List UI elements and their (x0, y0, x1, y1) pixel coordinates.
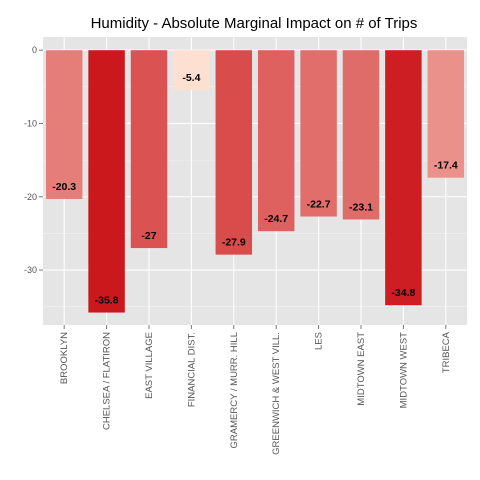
bar-value-label: -27.9 (222, 237, 246, 249)
bar (385, 50, 422, 306)
bar-value-label: -27 (141, 230, 156, 242)
x-tick-label: EAST VILLAGE (144, 332, 155, 399)
y-tick-label: -20 (24, 192, 37, 202)
y-tick-label: -30 (24, 265, 37, 275)
bar-value-label: -5.4 (182, 72, 200, 84)
bar (257, 50, 295, 232)
y-tick-label: -10 (24, 118, 37, 128)
x-tick-label: MIDTOWN WEST (398, 332, 409, 409)
bar (130, 50, 168, 249)
bar (300, 50, 337, 217)
bar-value-label: -22.7 (307, 199, 331, 211)
bar-value-label: -34.8 (391, 287, 415, 299)
chart-title: Humidity - Absolute Marginal Impact on #… (91, 15, 418, 32)
y-tick-label: 0 (32, 45, 37, 55)
bar-value-label: -17.4 (434, 160, 458, 172)
x-tick-label: GRAMERCY / MURR. HILL (229, 332, 240, 448)
x-tick-label: MIDTOWN EAST (356, 332, 367, 406)
bars (45, 50, 465, 313)
bar (215, 50, 253, 255)
x-tick-label: LES (314, 332, 325, 350)
data-labels: -20.3 -35.8 -27 -5.4 -27.9 -24.7 -22.7 -23.1 -34… (52, 72, 458, 307)
bar-value-label: -20.3 (52, 181, 76, 193)
bar (45, 50, 83, 199)
bar-value-label: -23.1 (349, 201, 373, 213)
x-tick-label: GREENWICH & WEST VILL. (271, 332, 282, 455)
x-tick-label: FINANCIAL DIST. (186, 332, 197, 407)
bar (427, 50, 465, 178)
x-tick-label: BROOKLYN (59, 332, 70, 384)
x-tick-label: CHELSEA / FLATIRON (102, 332, 113, 430)
bar-value-label: -35.8 (95, 295, 119, 307)
bar (342, 50, 380, 220)
x-axis: BROOKLYN CHELSEA / FLATIRON EAST VILLAGE FI… (59, 325, 452, 455)
bar-value-label: -24.7 (264, 213, 288, 225)
bar (88, 50, 125, 313)
x-tick-label: TRIBECA (441, 331, 452, 373)
bar (173, 50, 210, 90)
y-axis: 0 -10 -20 -30 (24, 45, 43, 275)
